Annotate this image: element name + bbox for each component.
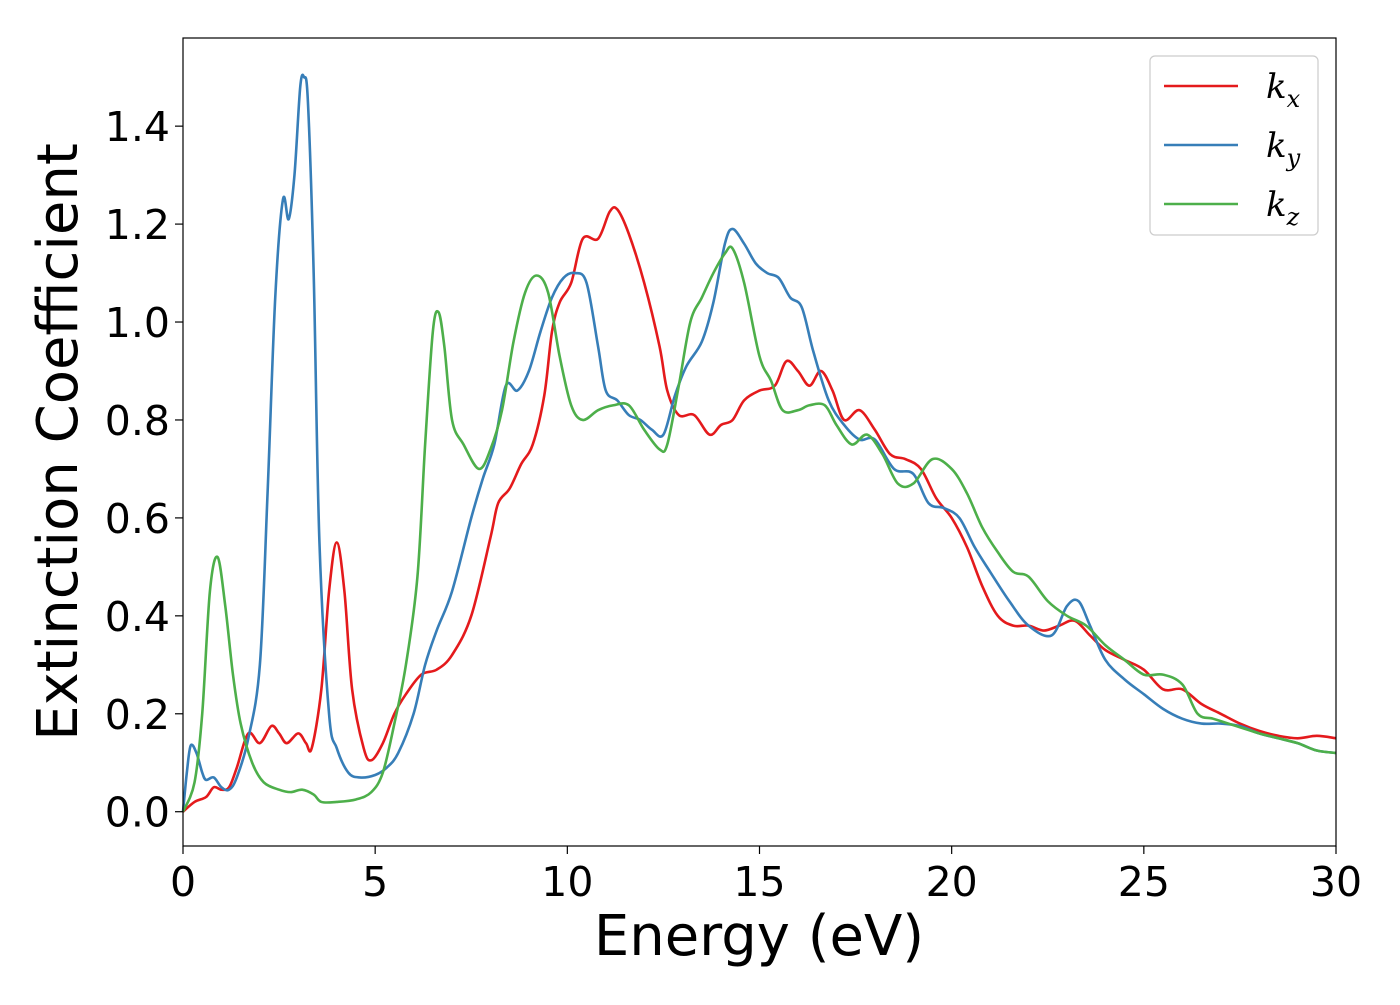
x-axis-title: Energy (eV) [594,904,924,969]
legend-label-kz: kz [1266,185,1300,231]
x-tick-label: 15 [733,858,785,906]
x-tick-label: 10 [541,858,593,906]
x-tick-label: 20 [926,858,978,906]
plot-background [183,38,1336,846]
series-layer [181,73,1337,813]
x-tick-label: 25 [1118,858,1170,906]
y-tick-label: 0.4 [105,593,170,641]
x-tick-label: 5 [362,858,388,906]
y-axis-title: Extinction Coefficient [26,143,91,741]
legend: kx ky kz [1149,55,1319,236]
legend-label-ky: ky [1266,126,1301,172]
x-tick-label: 30 [1310,858,1362,906]
y-tick-label: 1.0 [105,299,170,347]
legend-label-kx: kx [1266,67,1301,113]
y-tick-label: 0.6 [105,495,170,543]
x-tick-label: 0 [170,858,196,906]
y-tick-label: 1.2 [105,201,170,249]
y-tick-label: 1.4 [105,103,170,151]
series-line-ky [181,73,1337,812]
y-tick-label: 0.0 [105,789,170,837]
y-axis: 0.0 0.2 0.4 0.6 0.8 1.0 1.2 1.4 [105,103,183,837]
y-tick-label: 0.2 [105,691,170,739]
y-tick-label: 0.8 [105,397,170,445]
x-axis: 0 5 10 15 20 25 30 [170,846,1362,906]
series-line-kx [182,205,1337,813]
series-line-kz [181,245,1337,813]
